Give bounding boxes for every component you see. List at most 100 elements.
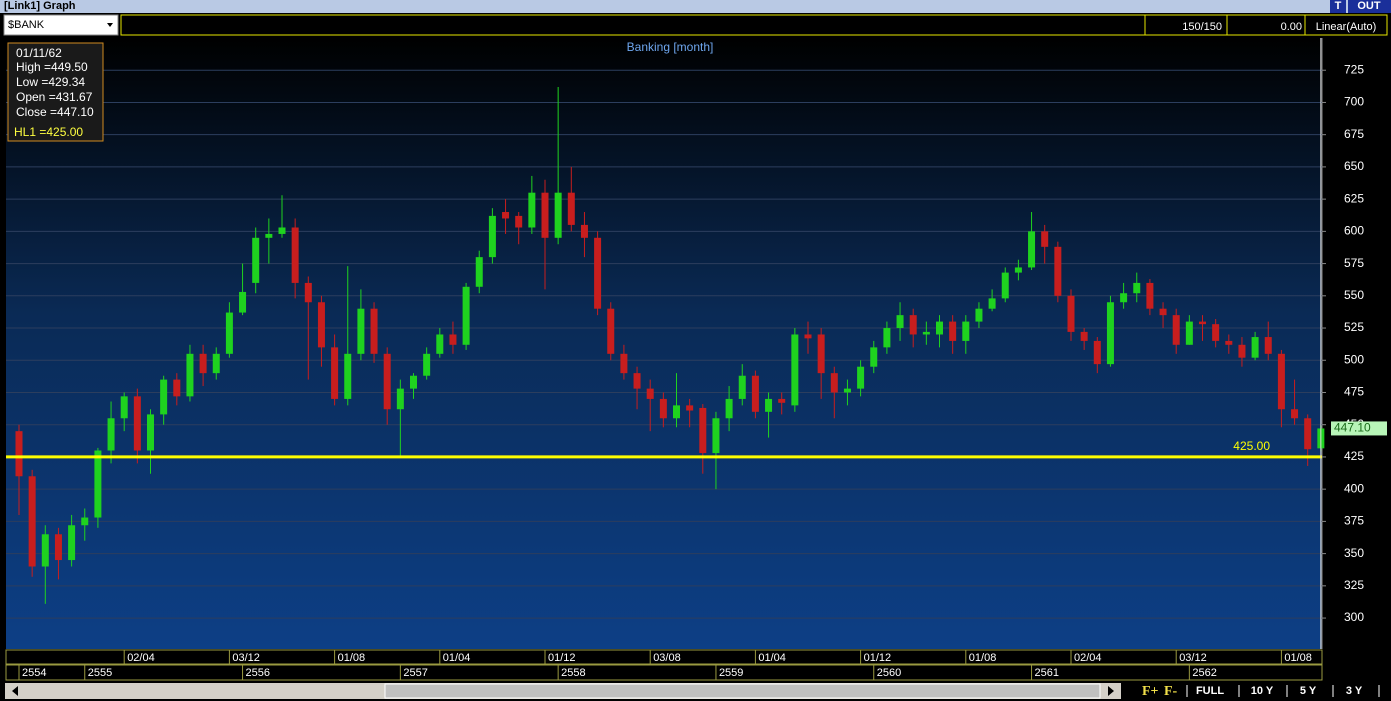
candle-body (1277, 353, 1285, 410)
dropdown-arrow[interactable] (107, 23, 113, 27)
candle-body (830, 373, 838, 393)
candle-body (278, 227, 286, 234)
y-tick-label: 700 (1344, 95, 1364, 109)
y-tick-label: 725 (1344, 62, 1364, 76)
info-line: Low =429.34 (16, 75, 85, 89)
candle-body (317, 302, 325, 348)
candle-body (699, 407, 707, 454)
candle-body (173, 379, 181, 397)
year-row (5, 664, 1323, 681)
value: 0.00 (1281, 21, 1302, 33)
candle-body (659, 398, 667, 419)
candle-body (673, 405, 680, 419)
month-row (5, 649, 1323, 665)
candle-body (791, 334, 799, 406)
candle-body (41, 534, 49, 567)
y-tick-label: 300 (1344, 610, 1364, 624)
year-tick-label: 2558 (561, 667, 585, 679)
candle-body (423, 353, 431, 376)
candle-body (252, 237, 260, 283)
candle-body (1067, 295, 1075, 332)
range-button[interactable]: FULL (1196, 685, 1224, 697)
y-tick-label: 600 (1344, 224, 1364, 238)
x-tick-label: 01/08 (338, 652, 366, 664)
year-tick-label: 2555 (88, 667, 112, 679)
x-tick-label: 01/08 (969, 652, 997, 664)
candle-body (607, 308, 615, 354)
candle-body (1212, 324, 1220, 341)
x-tick-label: 01/12 (864, 652, 892, 664)
candle-body (528, 192, 536, 228)
info-line: Close =447.10 (16, 105, 94, 119)
scroll-thumb[interactable] (384, 683, 1101, 699)
candle-body (1106, 302, 1114, 365)
candle-body (870, 347, 878, 367)
candle-body (857, 366, 865, 389)
candle-body (1291, 409, 1299, 419)
candle-body (212, 353, 220, 374)
y-tick-label: 350 (1344, 546, 1364, 560)
candle-body (147, 414, 154, 451)
candle-body (843, 388, 851, 393)
scroll-right[interactable] (1108, 686, 1114, 696)
y-axis-area (1322, 38, 1391, 649)
candle-body (265, 233, 273, 238)
range-button[interactable]: 3 Y (1346, 685, 1363, 697)
symbol[interactable]: $BANK (8, 19, 45, 31)
candle-body (1041, 231, 1049, 247)
year-tick-label: 2556 (246, 667, 270, 679)
candle-body (68, 525, 76, 561)
candle-body (594, 237, 602, 309)
candle-body (515, 215, 523, 228)
candle-body (133, 396, 141, 451)
range-button[interactable]: 10 Y (1251, 685, 1274, 697)
y-tick-label: 550 (1344, 288, 1364, 302)
candle-body (1080, 331, 1088, 341)
candle-body (620, 353, 628, 374)
zoom-out[interactable]: F- (1164, 684, 1178, 699)
candle-body (357, 308, 365, 354)
candle-body (291, 227, 299, 283)
candle-body (883, 328, 891, 348)
candle-body (186, 353, 194, 397)
y-tick-label: 650 (1344, 159, 1364, 173)
candle-body (922, 331, 930, 335)
y-tick-label: 675 (1344, 127, 1364, 141)
range-button[interactable]: 5 Y (1300, 685, 1317, 697)
x-tick-label: 03/12 (232, 652, 260, 664)
candle-body (331, 347, 339, 399)
candle-body (725, 398, 733, 419)
symbol-select[interactable] (3, 14, 119, 36)
scale-mode[interactable]: Linear(Auto) (1316, 21, 1377, 33)
candle-body (804, 334, 812, 339)
candle-body (81, 517, 89, 526)
out-button-label[interactable]: OUT (1357, 0, 1381, 12)
candle-body (396, 388, 404, 410)
candle-body (1028, 231, 1036, 268)
candle-body (502, 212, 510, 219)
candle-body (410, 375, 417, 389)
y-tick-label: 325 (1344, 578, 1364, 592)
candle-body (949, 321, 957, 341)
year-tick-label: 2560 (877, 667, 901, 679)
candle-body (462, 286, 470, 345)
zoom-in[interactable]: F+ (1142, 684, 1159, 699)
candle-body (567, 192, 575, 225)
candle-body (580, 224, 588, 238)
candle-body (28, 476, 36, 567)
info-date: 01/11/62 (16, 46, 62, 60)
candle-body (107, 418, 115, 451)
candle-body (15, 431, 23, 477)
candle-body (975, 308, 983, 322)
candle-body (1133, 282, 1141, 294)
candle-body (936, 321, 943, 335)
candle-body (1225, 340, 1233, 345)
x-tick-label: 02/04 (127, 652, 155, 664)
t-button[interactable] (1330, 0, 1346, 13)
scroll-left[interactable] (12, 686, 18, 696)
t-button-label[interactable]: T (1335, 0, 1342, 12)
candle-body (1159, 308, 1167, 316)
out-button[interactable] (1348, 0, 1391, 13)
candle-body (160, 379, 168, 415)
